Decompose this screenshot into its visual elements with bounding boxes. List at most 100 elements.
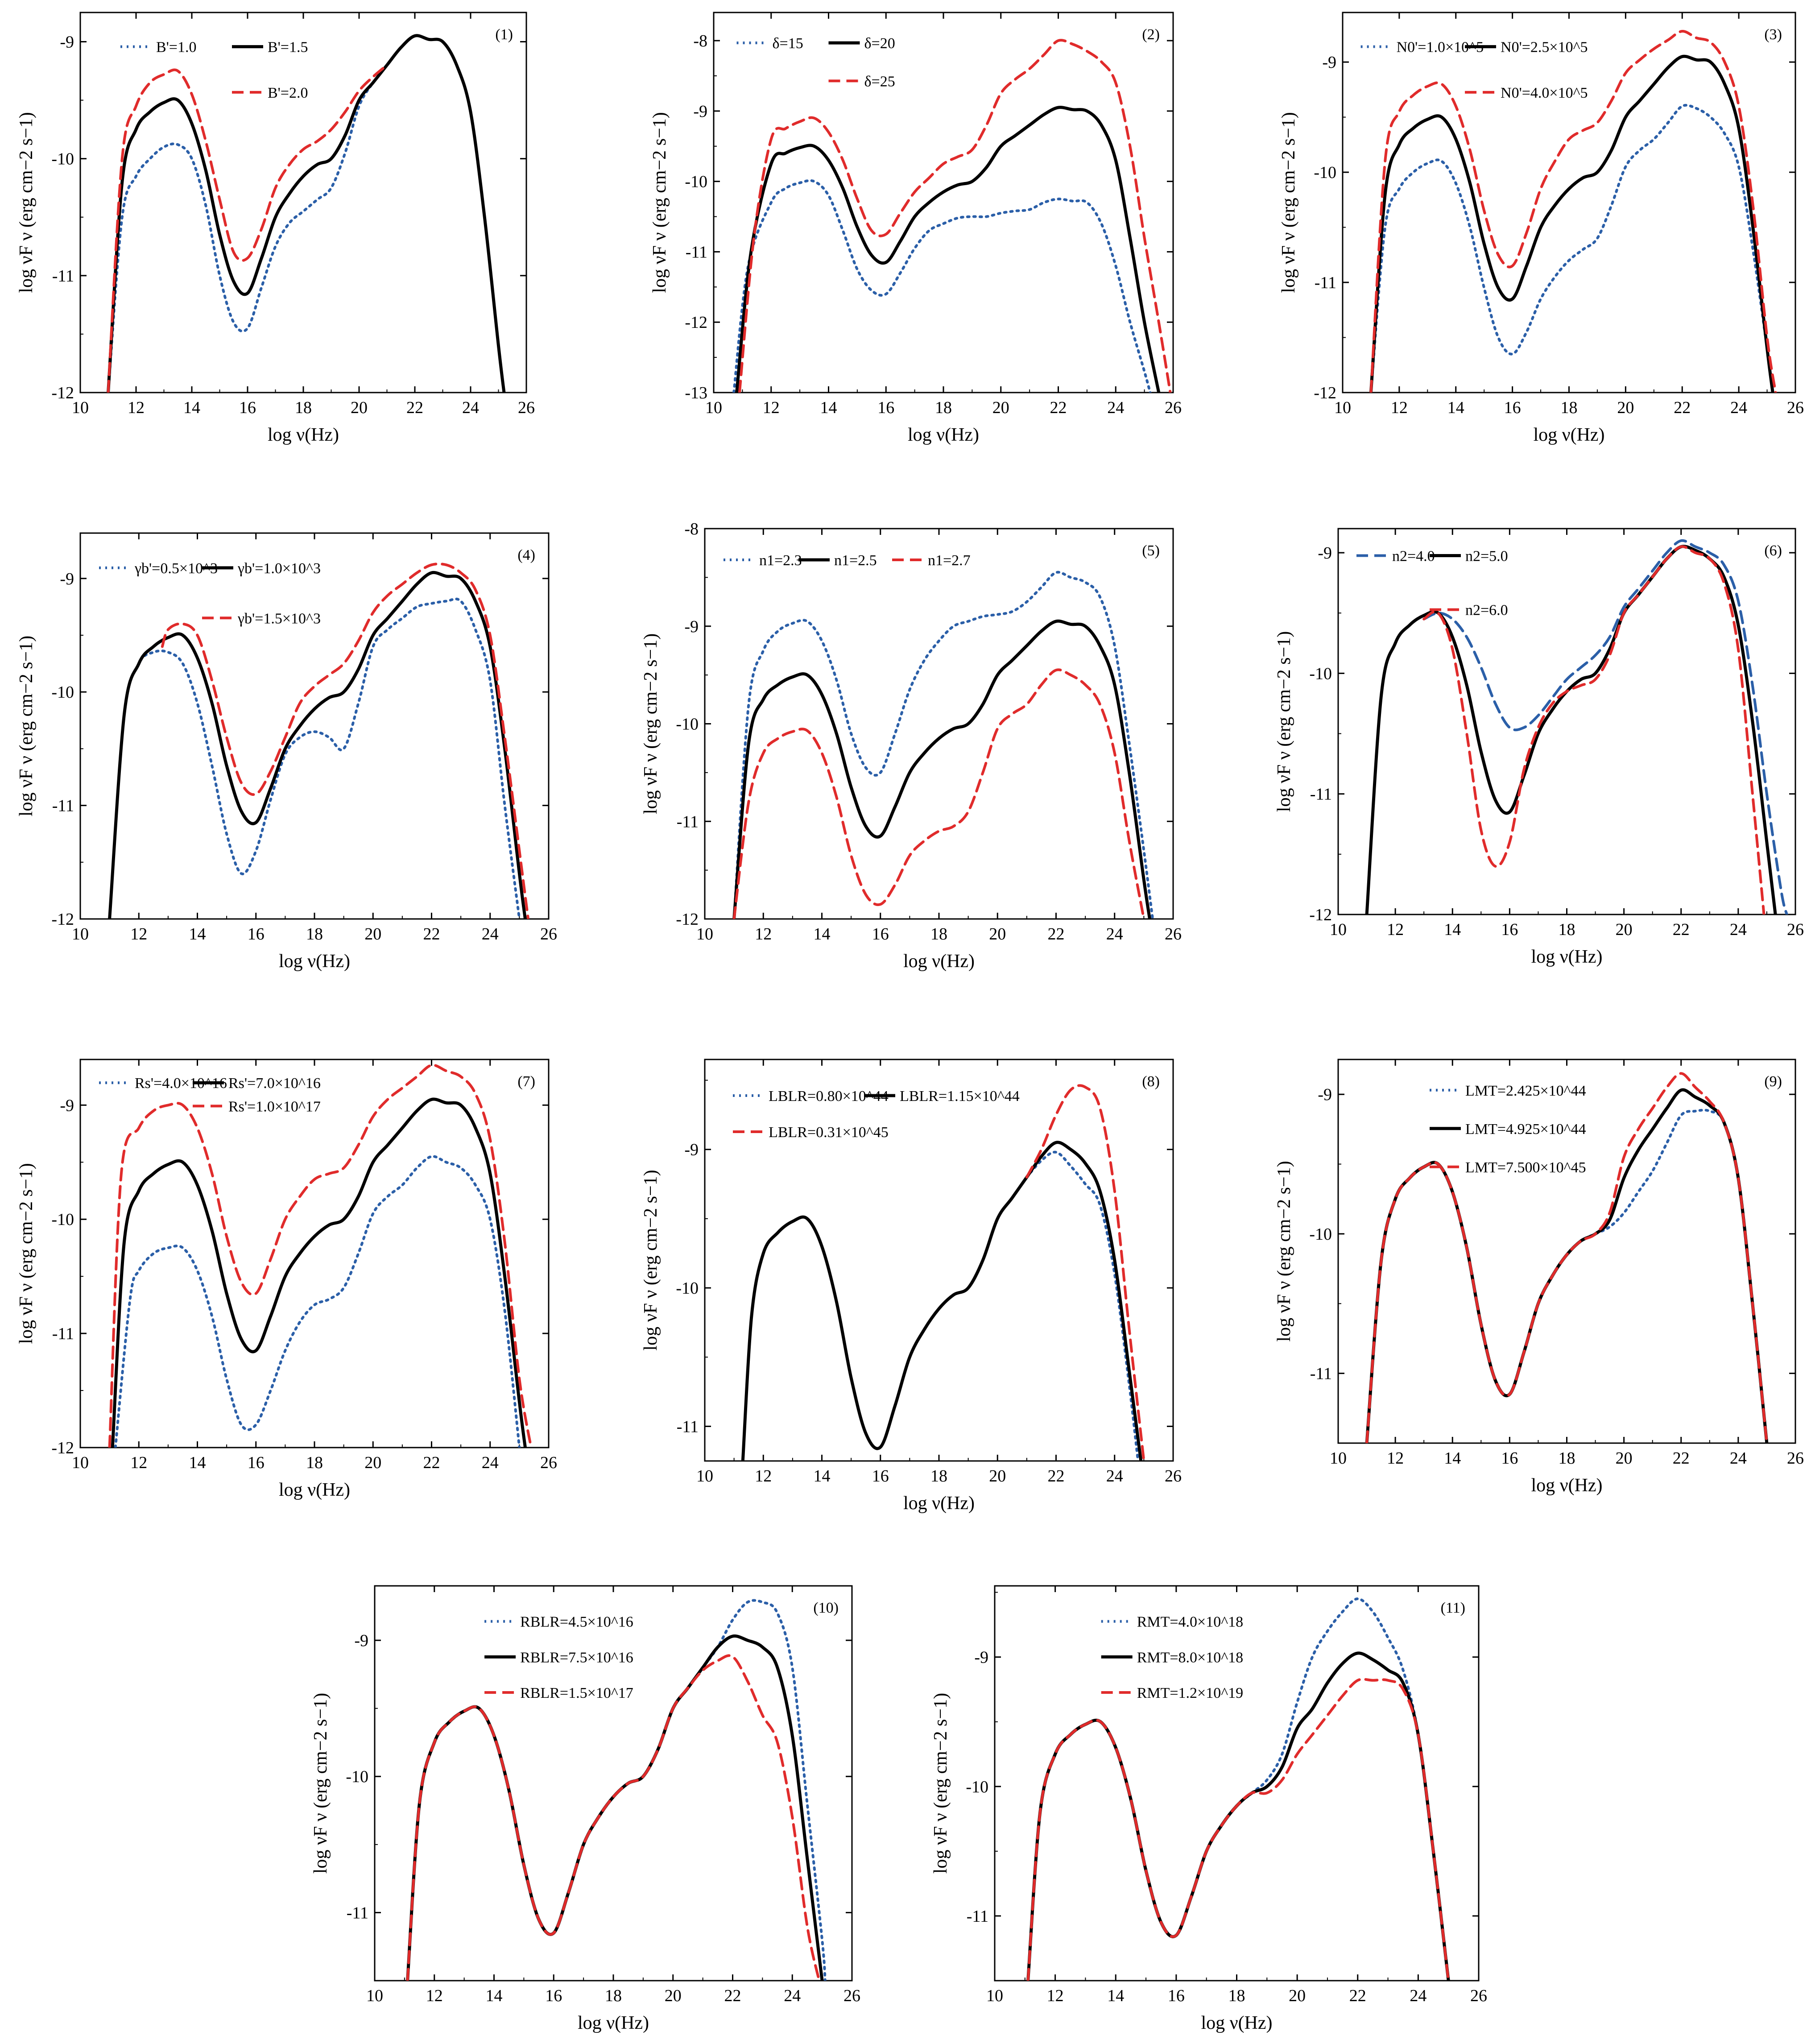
x-axis-label: log ν(Hz): [903, 1493, 975, 1514]
legend-label: RMT=8.0×10^18: [1137, 1649, 1243, 1666]
x-tick-label: 10: [72, 925, 89, 943]
x-tick-label: 18: [930, 1467, 947, 1485]
x-tick-label: 14: [820, 398, 837, 417]
plot-frame: [79, 532, 550, 920]
x-tick-label: 26: [540, 1453, 557, 1472]
y-tick-label: -10: [51, 683, 74, 702]
legend-label: δ=15: [773, 35, 803, 52]
y-axis-label: log νF ν (erg cm−2 s−1): [1278, 112, 1299, 293]
x-tick-label: 14: [814, 1467, 831, 1485]
x-tick-label: 22: [1674, 398, 1691, 417]
x-tick-label: 22: [1673, 1449, 1690, 1468]
legend-label: N0'=2.5×10^5: [1501, 39, 1588, 56]
y-tick-label: -11: [967, 1907, 988, 1926]
y-tick-label: -12: [685, 313, 707, 332]
x-tick-label: 10: [696, 1467, 713, 1485]
y-tick-label: -9: [354, 1631, 368, 1650]
panel-11: 10 12 14 16 18 20 22 24 26 -11 -10 -9 log ν(Hz) log ν…: [930, 1585, 1487, 2033]
x-tick-label: 16: [872, 1467, 889, 1485]
x-tick-label: 24: [1410, 1986, 1426, 2005]
y-tick-label: -11: [686, 243, 707, 261]
x-axis-label: log ν(Hz): [279, 951, 350, 972]
y-tick-label: -8: [693, 32, 707, 50]
x-tick-label: 20: [351, 398, 368, 417]
x-tick-label: 26: [518, 398, 535, 417]
x-axis-label: log ν(Hz): [1531, 947, 1602, 967]
x-tick-label: 14: [183, 398, 200, 417]
y-tick-label: -9: [1318, 544, 1332, 563]
x-tick-label: 20: [989, 925, 1006, 943]
y-tick-label: -12: [51, 910, 74, 929]
panel-label: (1): [495, 26, 513, 43]
series-line-2: [1365, 1088, 1769, 1443]
x-tick-label: 24: [1730, 1449, 1747, 1468]
plot-frame: [79, 1059, 550, 1448]
legend-label: LMT=2.425×10^44: [1465, 1083, 1586, 1099]
panel-label: (5): [1142, 542, 1160, 559]
panel-label: (8): [1142, 1073, 1160, 1090]
legend-label: δ=20: [864, 35, 895, 52]
y-tick-label: -11: [52, 267, 74, 285]
x-tick-label: 10: [1330, 1449, 1347, 1468]
y-tick-label: -11: [677, 812, 699, 831]
series-line-3: [1025, 1084, 1145, 1461]
x-tick-label: 20: [364, 925, 381, 943]
series-line-1: [732, 571, 1154, 919]
panel-label: (9): [1764, 1073, 1782, 1090]
x-tick-label: 18: [1559, 920, 1575, 939]
x-tick-label: 18: [1228, 1986, 1245, 2005]
plot-frame: [713, 12, 1174, 393]
panel-label: (7): [517, 1073, 535, 1090]
plot-frame: [1337, 1059, 1796, 1444]
series-line-1: [114, 1155, 521, 1448]
x-tick-label: 26: [1787, 1449, 1804, 1468]
y-tick-label: -9: [684, 617, 699, 636]
legend-label: LBLR=0.31×10^45: [769, 1124, 889, 1141]
x-tick-label: 10: [1330, 920, 1347, 939]
x-tick-label: 12: [763, 398, 780, 417]
x-tick-label: 24: [482, 1453, 499, 1472]
panel-1: 10 12 14 16 18 20 22 24 26 -12 -11 -10 -9 log ν(Hz) lo…: [16, 12, 535, 445]
y-tick-label: -8: [684, 520, 699, 538]
x-tick-label: 26: [843, 1986, 860, 2005]
panel-8: 10 12 14 16 18 20 22 24 26 -11 -10 -9 log ν(Hz) log ν…: [641, 1059, 1182, 1514]
y-tick-label: -10: [1309, 664, 1332, 683]
panel-label: (4): [517, 547, 535, 563]
x-tick-label: 16: [545, 1986, 562, 2005]
panel-label: (2): [1142, 26, 1160, 43]
y-tick-label: -9: [974, 1648, 988, 1667]
panel-3: 10 12 14 16 18 20 22 24 26 -12 -11 -10 -9 log ν(Hz) lo…: [1278, 12, 1804, 445]
x-tick-label: 20: [1616, 920, 1633, 939]
panel-4: 10 12 14 16 18 20 22 24 26 -12 -11 -10 -9 log ν(Hz) lo…: [16, 532, 557, 972]
y-tick-label: -10: [676, 1279, 699, 1298]
x-tick-label: 22: [1050, 398, 1067, 417]
legend-label: RMT=1.2×10^19: [1137, 1685, 1243, 1701]
x-tick-label: 18: [930, 925, 947, 943]
x-axis-label: log ν(Hz): [1201, 2013, 1272, 2033]
x-tick-label: 24: [462, 398, 479, 417]
x-tick-label: 16: [1501, 1449, 1518, 1468]
x-tick-label: 26: [1165, 1467, 1182, 1485]
x-tick-label: 24: [1730, 398, 1747, 417]
series-line-2: [107, 34, 506, 393]
x-tick-label: 14: [189, 925, 206, 943]
y-tick-label: -12: [51, 1439, 74, 1457]
x-tick-label: 26: [1165, 398, 1182, 417]
x-tick-label: 18: [1559, 1449, 1575, 1468]
y-tick-label: -11: [52, 797, 74, 815]
panel-7: 10 12 14 16 18 20 22 24 26 -12 -11 -10 -9 log ν(Hz) lo…: [16, 1059, 557, 1500]
panel-6: 10 12 14 16 18 20 22 24 26 -12 -11 -10 -9 log ν(Hz) lo…: [1274, 528, 1804, 967]
x-tick-label: 26: [1787, 398, 1804, 417]
x-tick-label: 10: [366, 1986, 383, 2005]
series-line-3: [1365, 1072, 1768, 1443]
panel-10: 10 12 14 16 18 20 22 24 26 -11 -10 -9 log ν(Hz) log ν…: [310, 1585, 860, 2033]
x-tick-label: 20: [989, 1467, 1006, 1485]
legend-label: N0'=4.0×10^5: [1501, 85, 1588, 101]
x-tick-label: 20: [665, 1986, 682, 2005]
legend-label: n1=2.3: [759, 552, 802, 569]
x-tick-label: 20: [992, 398, 1009, 417]
y-tick-label: -10: [685, 173, 707, 191]
series-line-2: [108, 571, 527, 919]
x-tick-label: 22: [1048, 1467, 1065, 1485]
y-tick-label: -10: [966, 1778, 988, 1796]
